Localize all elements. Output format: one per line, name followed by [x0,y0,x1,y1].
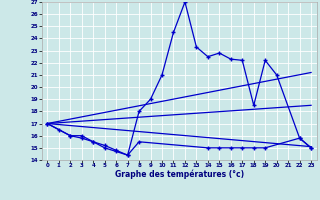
X-axis label: Graphe des températures (°c): Graphe des températures (°c) [115,170,244,179]
